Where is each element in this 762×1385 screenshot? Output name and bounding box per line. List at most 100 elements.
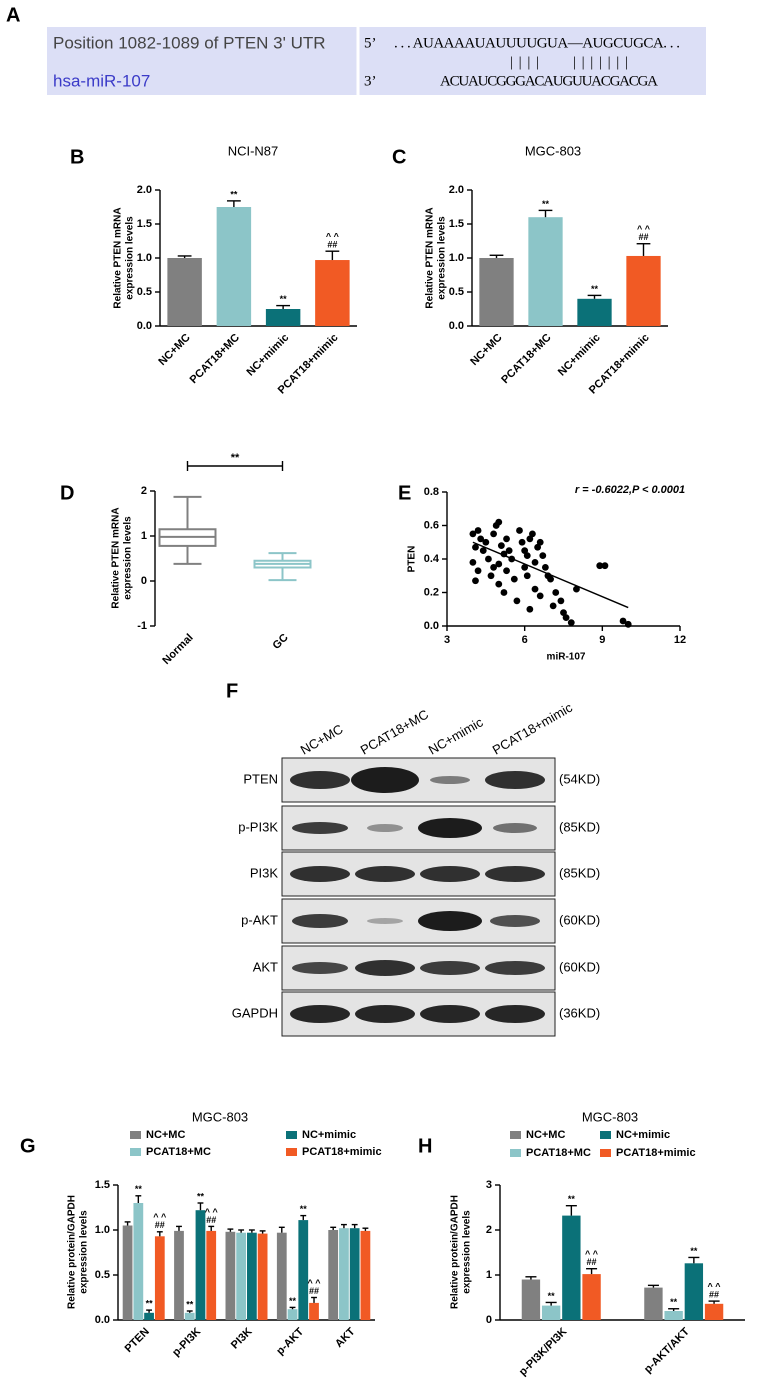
annotation: ## xyxy=(155,1220,165,1230)
y-tick-label: 1 xyxy=(486,1269,492,1281)
annotation: ** xyxy=(135,1184,143,1194)
y-tick-label: 0.5 xyxy=(449,286,464,298)
y-tick-label: 1.5 xyxy=(449,218,464,230)
point xyxy=(495,580,503,588)
x-tick-label: GC xyxy=(271,632,291,652)
alignment-box xyxy=(47,27,706,95)
panel-label: B xyxy=(70,146,84,168)
panel-label: A xyxy=(6,4,20,26)
point xyxy=(472,577,479,585)
point xyxy=(560,609,567,616)
point xyxy=(536,592,544,600)
band xyxy=(355,866,415,882)
annotation: ** xyxy=(197,1191,205,1201)
bar xyxy=(133,1203,144,1320)
panel-label: G xyxy=(20,1135,36,1157)
band xyxy=(355,1005,415,1023)
legend-label: NC+MC xyxy=(526,1129,565,1141)
band xyxy=(292,822,348,834)
bar xyxy=(626,255,661,326)
band xyxy=(418,911,482,931)
bar xyxy=(174,1230,184,1320)
x-tick-label: NC+mimic xyxy=(245,332,292,379)
x-tick-label: p-AKT/AKT xyxy=(642,1325,692,1375)
annotation: ** xyxy=(591,284,599,294)
band xyxy=(430,776,470,784)
bar xyxy=(479,258,514,326)
annotation: ## xyxy=(327,240,337,250)
point xyxy=(521,563,529,571)
point xyxy=(516,527,523,534)
legend-label: PCAT18+MC xyxy=(146,1146,211,1158)
point xyxy=(469,558,477,566)
point xyxy=(601,562,609,570)
annotation: ^ ^ xyxy=(326,232,340,242)
size-label: (60KD) xyxy=(559,912,600,927)
y-tick-label: 0.8 xyxy=(424,486,439,498)
y-axis-label: Relative PTEN mRNA xyxy=(113,207,124,308)
y-tick-label: 0.0 xyxy=(137,320,152,332)
y-tick-label: 0.0 xyxy=(449,320,464,332)
lane-label: NC+mimic xyxy=(426,714,486,757)
legend-label: NC+mimic xyxy=(616,1129,670,1141)
point xyxy=(567,619,575,627)
bar xyxy=(236,1232,247,1320)
y-tick-label: 2 xyxy=(486,1224,492,1236)
panel-label: E xyxy=(398,482,411,504)
y-axis-label: expression levels xyxy=(437,216,448,300)
annotation: ^ ^ xyxy=(637,224,651,234)
point xyxy=(518,538,526,546)
band xyxy=(351,767,419,793)
point xyxy=(469,530,477,538)
point xyxy=(513,597,521,605)
y-tick-label: 1.5 xyxy=(95,1179,110,1191)
band xyxy=(485,866,545,882)
protein-label: p-PI3K xyxy=(238,819,278,834)
bar xyxy=(664,1311,683,1320)
y-tick-label: 1.5 xyxy=(137,218,152,230)
band xyxy=(490,915,540,927)
point xyxy=(474,567,482,575)
y-tick-label: 1 xyxy=(141,530,147,542)
annotation: ** xyxy=(230,189,238,199)
annotation: ^ ^ xyxy=(153,1212,167,1222)
point xyxy=(474,527,482,534)
bar xyxy=(315,260,350,326)
annotation: ^ ^ xyxy=(205,1207,219,1217)
bar xyxy=(328,1230,339,1320)
annotation: r = -0.6022,P < 0.0001 xyxy=(575,484,685,496)
annotation: ## xyxy=(587,1257,597,1267)
x-tick-label: PCAT18+MC xyxy=(188,332,242,386)
bar xyxy=(309,1302,319,1320)
size-label: (36KD) xyxy=(559,1005,600,1020)
point xyxy=(495,560,503,568)
y-tick-label: 0.6 xyxy=(424,519,439,531)
band xyxy=(367,918,403,924)
y-tick-label: 2.0 xyxy=(137,184,152,196)
point xyxy=(596,562,604,570)
point xyxy=(541,563,549,571)
bar xyxy=(195,1210,206,1320)
legend-swatch xyxy=(600,1131,611,1139)
annotation: ## xyxy=(709,1289,719,1299)
x-tick-label: PI3K xyxy=(229,1326,255,1352)
point xyxy=(482,538,490,546)
bar xyxy=(276,1232,287,1320)
blot-lane-labels: NC+MC PCAT18+MC NC+mimic PCAT18+mimic xyxy=(298,699,576,757)
bar xyxy=(144,1312,154,1320)
fit-line xyxy=(472,541,629,609)
x-tick-label: p-AKT xyxy=(274,1326,306,1358)
protein-label: PTEN xyxy=(243,771,278,786)
annotation: ^ ^ xyxy=(585,1249,599,1259)
legend-swatch xyxy=(600,1149,611,1157)
y-tick-label: 0.0 xyxy=(424,620,439,632)
y-tick-label: 1.0 xyxy=(95,1224,110,1236)
point xyxy=(526,535,534,543)
point xyxy=(497,542,505,549)
point xyxy=(521,547,529,555)
annotation: ** xyxy=(690,1246,698,1256)
annotation: ** xyxy=(146,1298,154,1308)
point xyxy=(479,547,487,555)
bar xyxy=(184,1312,195,1320)
